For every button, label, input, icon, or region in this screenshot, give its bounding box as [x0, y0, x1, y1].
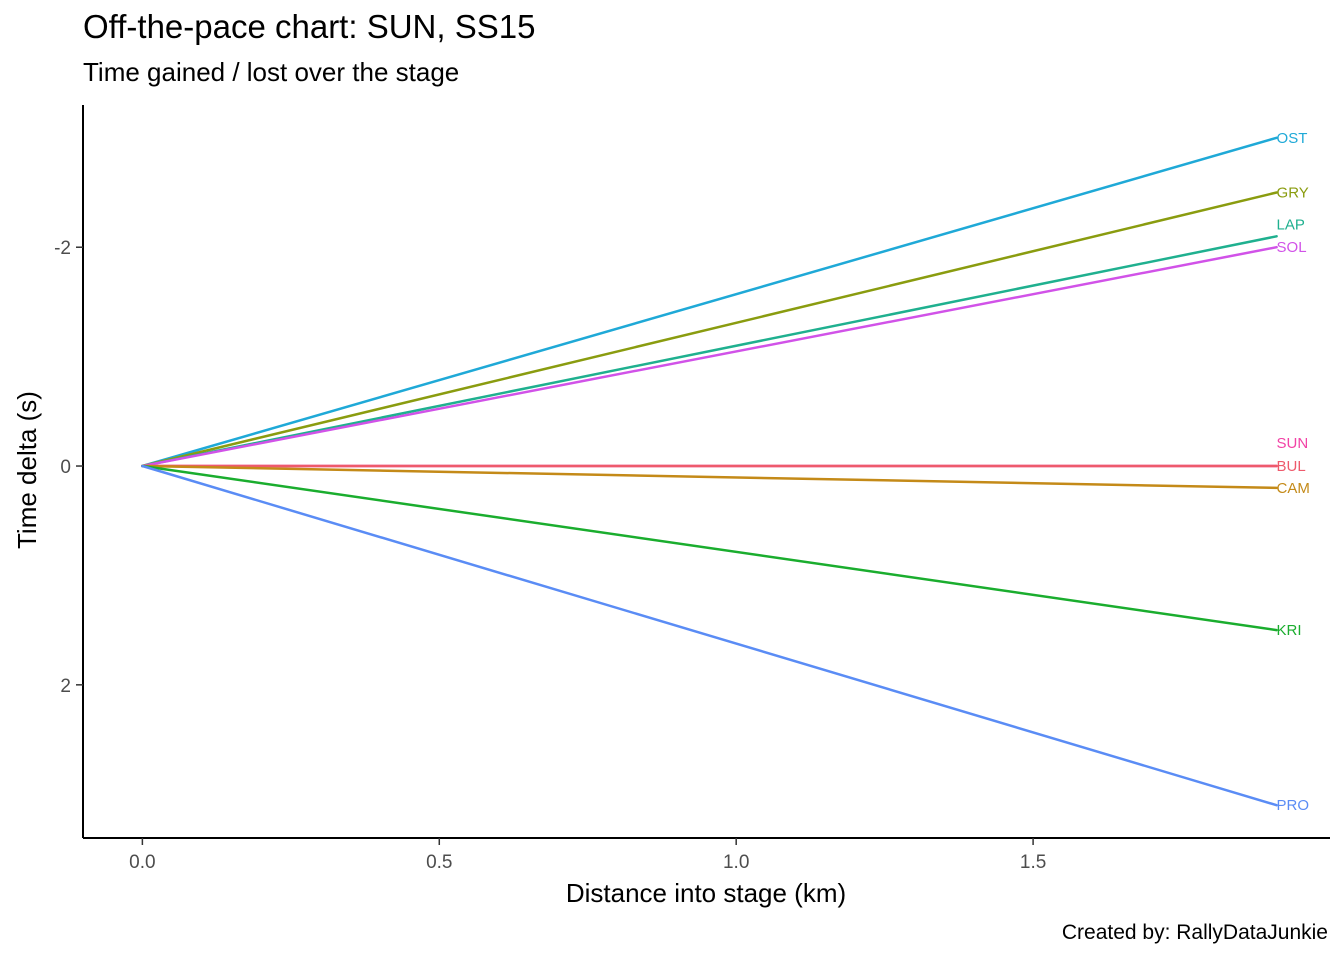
series-label-bul: BUL: [1277, 458, 1306, 475]
series-line-cam: [141, 464, 1278, 490]
series-label-gry: GRY: [1277, 185, 1309, 202]
series-label-lap: LAP: [1277, 216, 1305, 233]
series-label-kri: KRI: [1277, 622, 1302, 639]
series-labels: OST GRY LAP SOL SUN BUL CAM KRI PRO: [1277, 130, 1310, 814]
series-label-sun: SUN: [1277, 435, 1309, 452]
chart-title: Off-the-pace chart: SUN, SS15: [83, 8, 536, 45]
series-label-sol: SOL: [1277, 239, 1307, 256]
series-label-pro: PRO: [1277, 797, 1310, 814]
series-lines: [141, 136, 1278, 807]
chart-caption: Created by: RallyDataJunkie: [1061, 921, 1328, 944]
x-axis-title: Distance into stage (km): [566, 878, 846, 908]
chart-subtitle: Time gained / lost over the stage: [83, 57, 460, 87]
y-tick-label: 0: [60, 457, 71, 478]
series-line-ost: [141, 136, 1278, 468]
series-line-lap: [141, 235, 1278, 468]
series-label-cam: CAM: [1277, 480, 1310, 497]
series-line-pro: [141, 464, 1278, 807]
series-line-kri: [141, 464, 1278, 632]
y-tick-label: 2: [60, 676, 71, 697]
x-tick-label: 0.5: [426, 852, 452, 873]
series-line-gry: [141, 191, 1278, 468]
x-tick-label: 0.0: [129, 852, 155, 873]
series-label-ost: OST: [1277, 130, 1308, 147]
series-line-sol: [141, 245, 1278, 468]
axes: 0.0 0.5 1.0 1.5 -2 0 2: [54, 105, 1330, 873]
x-tick-label: 1.5: [1020, 852, 1046, 873]
x-tick-label: 1.0: [723, 852, 749, 873]
y-axis-title: Time delta (s): [12, 391, 42, 549]
y-tick-label: -2: [54, 238, 71, 259]
